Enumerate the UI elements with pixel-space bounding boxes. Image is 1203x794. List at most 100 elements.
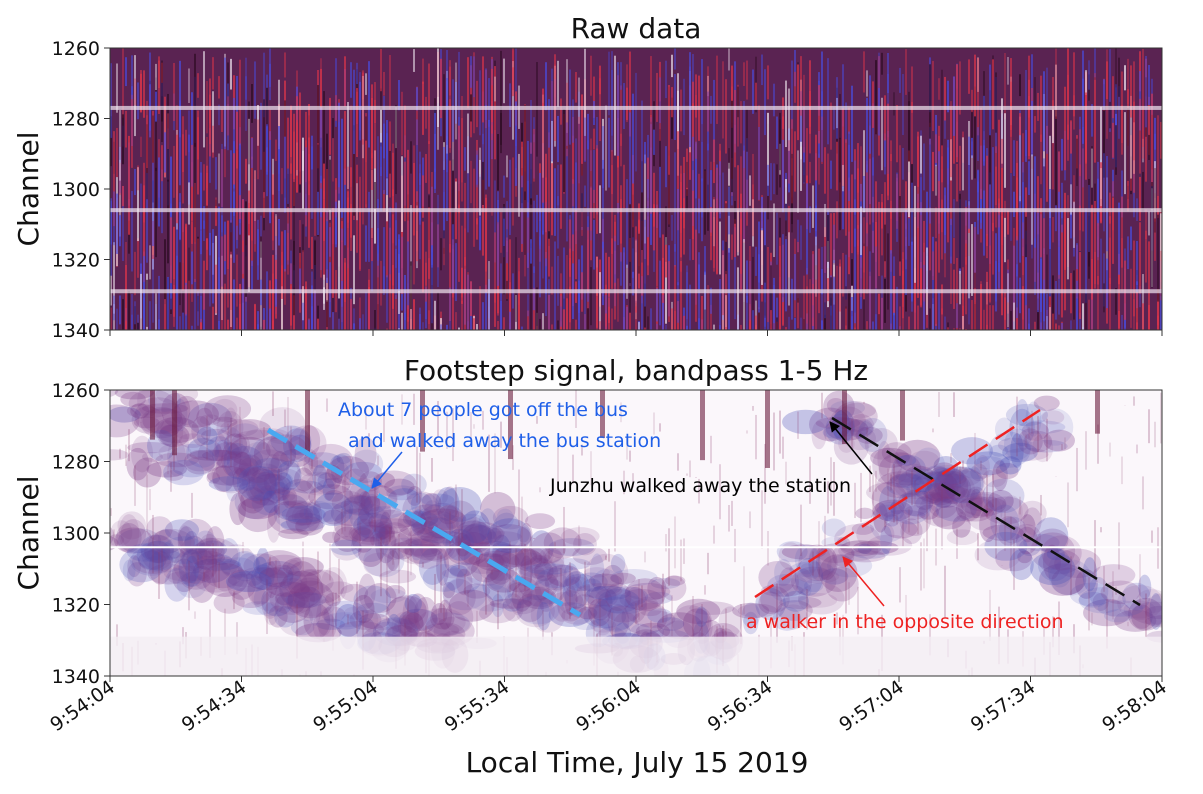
- heatmap-blob: [1032, 434, 1053, 462]
- heatmap-streak: [734, 529, 736, 562]
- heatmap-cell: [1100, 239, 1102, 293]
- heatmap-streak: [1100, 527, 1102, 532]
- heatmap-cell: [464, 147, 466, 170]
- heatmap-cell: [941, 284, 943, 314]
- heatmap-cell: [278, 219, 280, 246]
- heatmap-cell: [560, 98, 562, 124]
- heatmap-cell: [305, 287, 307, 354]
- heatmap-cell: [566, 298, 568, 334]
- heatmap-cell: [386, 212, 388, 278]
- heatmap-cell: [614, 56, 616, 156]
- heatmap-streak: [824, 516, 826, 551]
- heatmap-cell: [389, 55, 391, 109]
- heatmap-cell: [488, 261, 490, 341]
- heatmap-cell: [833, 107, 835, 129]
- heatmap-streak: [1064, 437, 1066, 449]
- heatmap-cell: [992, 59, 994, 129]
- heatmap-cell: [659, 167, 661, 238]
- heatmap-cell: [194, 279, 196, 334]
- heatmap-cell: [515, 237, 517, 322]
- dead-band: [110, 637, 1162, 676]
- heatmap-cell: [467, 113, 469, 173]
- heatmap-cell: [605, 253, 607, 295]
- heatmap-blob: [982, 479, 1024, 513]
- heatmap-cell: [575, 210, 577, 279]
- heatmap-cell: [1139, 177, 1141, 221]
- heatmap-streak: [1076, 448, 1078, 491]
- heatmap-cell: [950, 257, 952, 304]
- heatmap-cell: [653, 130, 655, 155]
- heatmap-streak: [239, 407, 241, 446]
- heatmap-cell: [752, 154, 754, 236]
- heatmap-streak: [749, 511, 751, 528]
- heatmap-blob: [979, 508, 997, 542]
- heatmap-cell: [179, 61, 181, 138]
- heatmap-cell: [1121, 72, 1123, 155]
- heatmap-cell: [878, 202, 880, 276]
- heatmap-cell: [959, 328, 961, 377]
- heatmap-cell: [1154, 168, 1156, 232]
- heatmap-cell: [566, 149, 568, 242]
- y-tick-label: 1260: [52, 38, 100, 60]
- heatmap-streak: [578, 526, 580, 547]
- heatmap-cell: [134, 252, 136, 295]
- heatmap-cell: [929, 64, 931, 138]
- heatmap-cell: [746, 109, 748, 151]
- heatmap-cell: [803, 162, 805, 182]
- heatmap-cell: [686, 189, 688, 210]
- heatmap-cell: [173, 227, 175, 279]
- panel-title: Footstep signal, bandpass 1-5 Hz: [404, 354, 868, 387]
- heatmap-cell: [1148, 135, 1150, 160]
- heatmap-streak: [266, 580, 268, 635]
- heatmap-cell: [155, 78, 157, 172]
- heatmap-cell: [188, 182, 190, 224]
- heatmap-cell: [398, 328, 400, 398]
- heatmap-cell: [131, 294, 133, 387]
- heatmap-cell: [437, 97, 439, 150]
- heatmap-cell: [170, 217, 172, 283]
- heatmap-cell: [734, 201, 736, 224]
- heatmap-cell: [653, 204, 655, 227]
- heatmap-cell: [836, 142, 838, 191]
- heatmap-streak: [218, 562, 220, 588]
- heatmap-cell: [533, 129, 535, 182]
- heatmap-cell: [1046, 255, 1048, 294]
- heatmap-cell: [833, 225, 835, 263]
- heatmap-cell: [401, 92, 403, 155]
- heatmap-cell: [710, 207, 712, 260]
- heatmap-cell: [293, 182, 295, 270]
- heatmap-streak: [1109, 443, 1111, 457]
- heatmap-cell: [122, 114, 124, 164]
- heatmap-cell: [899, 196, 901, 261]
- heatmap-cell: [722, 250, 724, 315]
- heatmap-streak: [485, 578, 487, 615]
- heatmap-streak: [920, 542, 922, 590]
- heatmap-streak: [765, 390, 770, 468]
- heatmap-cell: [1076, 243, 1078, 269]
- heatmap-streak: [821, 393, 823, 419]
- heatmap-cell: [1061, 323, 1063, 399]
- heatmap-cell: [368, 287, 370, 353]
- heatmap-cell: [128, 291, 130, 390]
- heatmap-cell: [1136, 241, 1138, 285]
- heatmap-cell: [626, 305, 628, 343]
- heatmap-streak: [380, 537, 382, 596]
- heatmap-cell: [1085, 70, 1087, 95]
- heatmap-streak: [683, 538, 685, 564]
- heatmap-cell: [587, 227, 589, 291]
- heatmap-cell: [293, 132, 295, 180]
- heatmap-cell: [461, 118, 463, 201]
- heatmap-cell: [932, 152, 934, 191]
- heatmap-cell: [1142, 172, 1144, 212]
- heatmap-cell: [239, 304, 241, 374]
- heatmap-cell: [704, 246, 706, 275]
- heatmap-cell: [782, 140, 784, 212]
- heatmap-cell: [338, 122, 340, 209]
- heatmap-cell: [689, 285, 691, 352]
- heatmap-cell: [410, 141, 412, 173]
- heatmap-streak: [584, 562, 586, 611]
- heatmap-cell: [1067, 125, 1069, 161]
- heatmap-cell: [920, 136, 922, 174]
- heatmap-streak: [956, 529, 958, 559]
- heatmap-blob: [1023, 507, 1041, 535]
